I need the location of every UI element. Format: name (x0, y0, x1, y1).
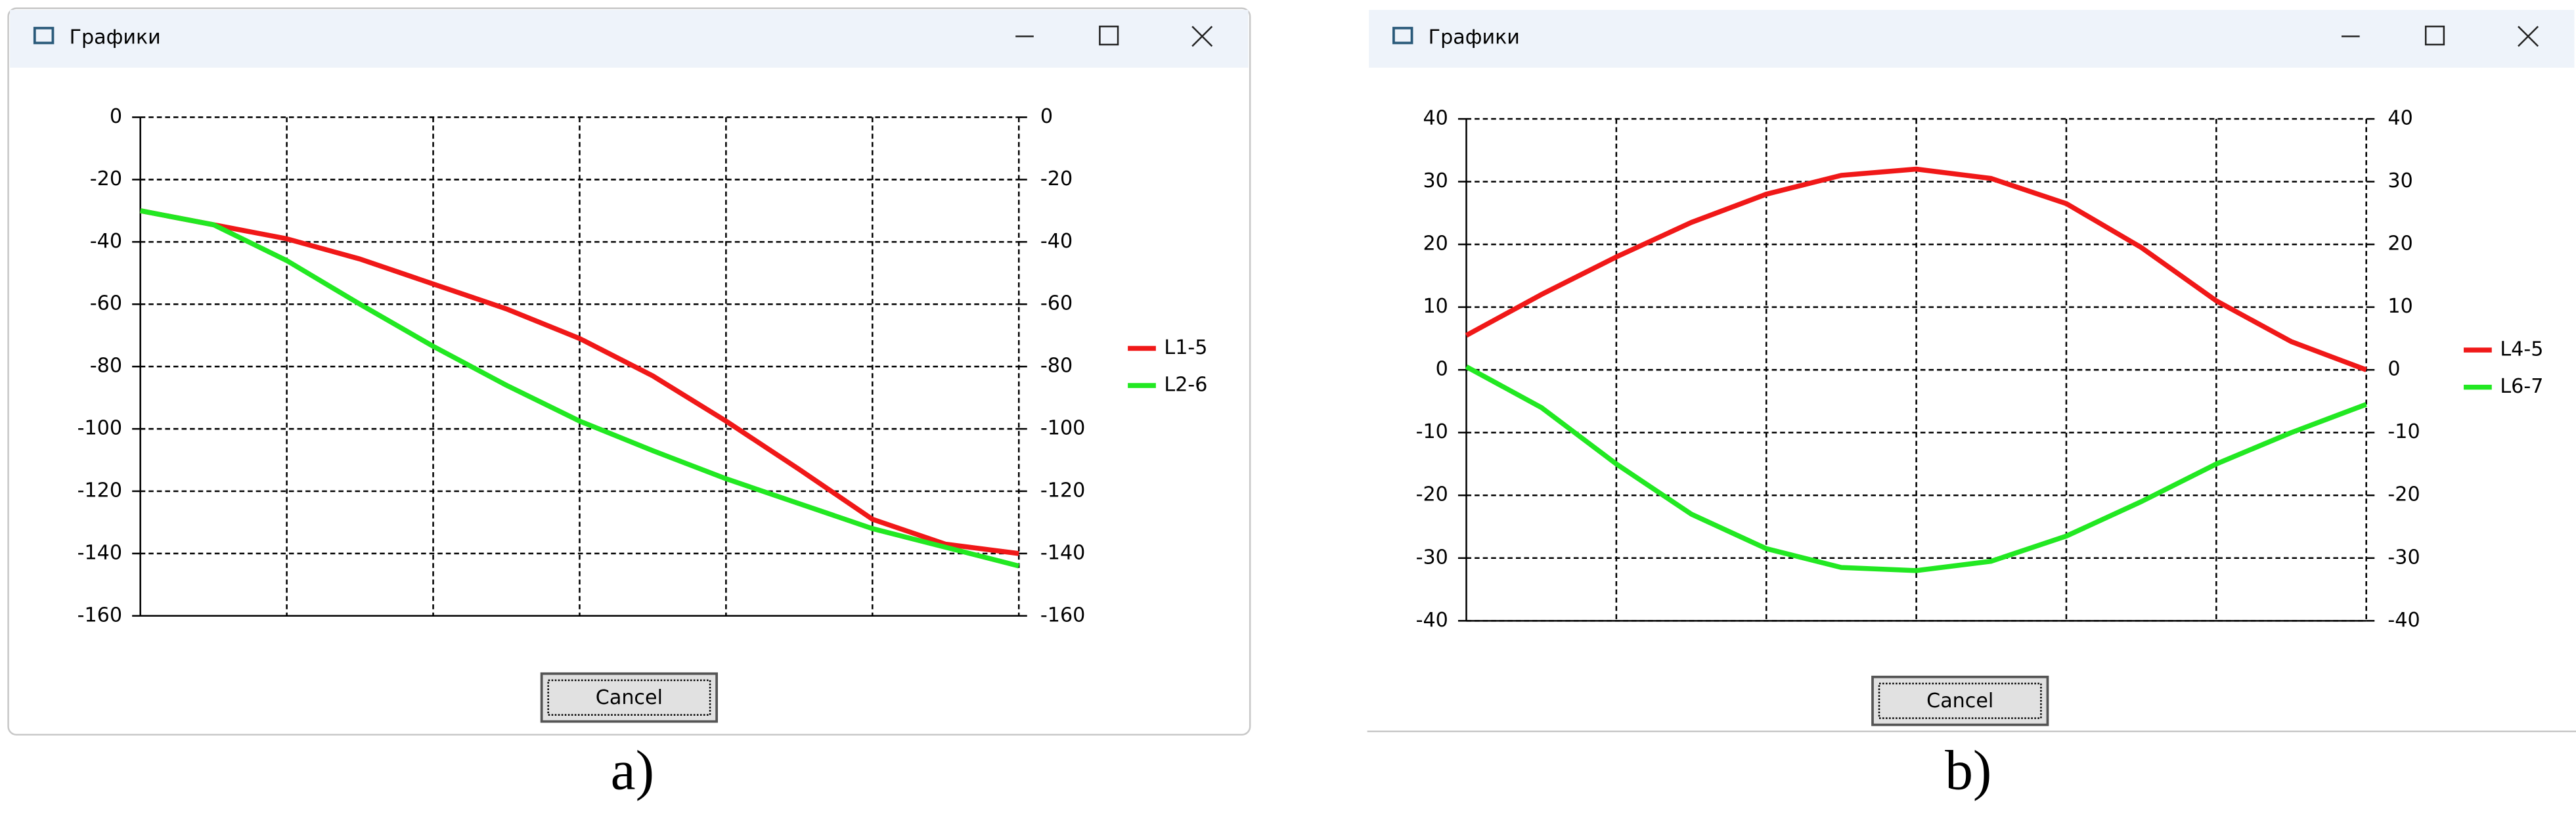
y2-tick-label: -10 (2387, 420, 2420, 443)
y-tick-label: -20 (1416, 483, 1448, 506)
y2-tick-label: 0 (2387, 358, 2400, 381)
window-icon (33, 26, 55, 45)
cancel-button[interactable] (1871, 675, 2049, 726)
series-line (139, 208, 1020, 569)
y2-tick-label: -140 (1040, 541, 1085, 564)
series-line (1465, 364, 2368, 573)
maximize-button[interactable] (1099, 25, 1119, 46)
y-tick-label: -60 (90, 292, 122, 315)
y-tick-label: 20 (1423, 232, 1448, 255)
y-tick-label: 0 (1436, 358, 1448, 381)
y-tick-label: -100 (78, 417, 122, 440)
legend-label: L4-5 (2500, 338, 2543, 361)
y2-tick-label: -80 (1040, 355, 1073, 378)
y2-tick-label: -20 (1040, 167, 1073, 190)
y2-tick-label: -160 (1040, 604, 1085, 626)
figure-caption: a) (611, 739, 654, 801)
y-tick-label: -120 (78, 479, 122, 502)
y-tick-label: 40 (1423, 107, 1448, 130)
title-bar (10, 10, 1249, 68)
y2-tick-label: -100 (1040, 417, 1085, 440)
y2-tick-label: -40 (1040, 230, 1073, 253)
series-line (1465, 166, 2368, 372)
button-label[interactable]: Cancel (1926, 690, 1993, 713)
y-tick-label: -10 (1416, 420, 1448, 443)
legend-label: L1-5 (1164, 336, 1207, 359)
y-tick-label: -80 (90, 355, 122, 378)
figure-caption: b) (1945, 739, 1991, 801)
y-tick-label: 10 (1423, 295, 1448, 318)
window-title: Графики (1429, 26, 1520, 49)
y2-tick-label: -40 (2387, 609, 2420, 632)
legend-label: L6-7 (2500, 375, 2543, 398)
window-icon (1392, 26, 1413, 45)
y-tick-label: -140 (78, 541, 122, 564)
y2-tick-label: 40 (2387, 107, 2412, 130)
y2-tick-label: -30 (2387, 546, 2420, 569)
y2-tick-label: 10 (2387, 295, 2412, 318)
y-tick-label: -20 (90, 167, 122, 190)
window-title: Графики (70, 26, 161, 49)
y-tick-label: -30 (1416, 546, 1448, 569)
series-line (139, 208, 1019, 556)
button-focus (1878, 682, 2042, 719)
legend-label: L2-6 (1164, 374, 1207, 397)
y2-tick-label: -120 (1040, 479, 1085, 502)
y2-tick-label: 0 (1040, 105, 1053, 128)
maximize-button[interactable] (2424, 25, 2445, 46)
y-tick-label: -160 (78, 604, 122, 626)
button-label[interactable]: Cancel (596, 686, 663, 709)
y-tick-label: 0 (110, 105, 122, 128)
button-focus (547, 679, 711, 716)
y-tick-label: -40 (90, 230, 122, 253)
close-button[interactable] (1191, 26, 1213, 47)
y2-tick-label: 20 (2387, 232, 2412, 255)
title-bar (1369, 10, 2575, 68)
cancel-button[interactable] (540, 672, 719, 723)
y2-tick-label: -60 (1040, 292, 1073, 315)
y-tick-label: -40 (1416, 609, 1448, 632)
y2-tick-label: -20 (2387, 483, 2420, 506)
y-tick-label: 30 (1423, 169, 1448, 192)
y2-tick-label: 30 (2387, 169, 2412, 192)
close-button[interactable] (2518, 26, 2539, 47)
